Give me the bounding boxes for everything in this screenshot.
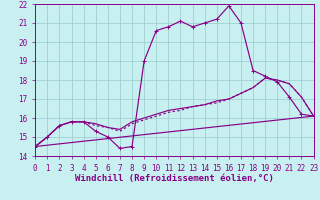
X-axis label: Windchill (Refroidissement éolien,°C): Windchill (Refroidissement éolien,°C) <box>75 174 274 183</box>
